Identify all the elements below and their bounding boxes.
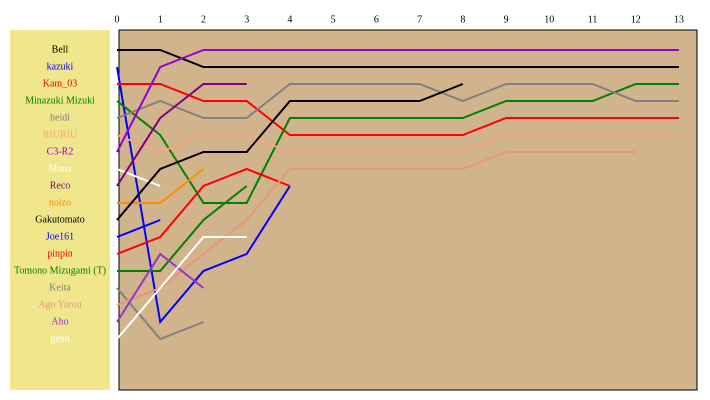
legend-label: pinpin [47,248,73,259]
x-tick-label: 13 [674,14,684,25]
series-line [116,167,291,255]
series-line [116,219,161,238]
legend-label: kazuki [47,61,74,72]
series-line [116,49,679,153]
series-line [116,168,161,187]
series-line [116,83,679,119]
x-tick-label: 9 [504,14,509,25]
legend-label: Aho [51,316,68,327]
legend-label: genn [50,333,69,344]
legend-label: Mona [48,163,72,174]
series-line [117,49,679,68]
x-tick-label: 10 [544,14,554,25]
series-line [117,185,248,272]
legend-label: Gakutomato [35,214,84,225]
legend-label: Bell [52,44,69,55]
legend-label: Keita [49,282,71,293]
x-tick-label: 5 [331,14,336,25]
x-tick-label: 12 [631,14,641,25]
legend-label: Reco [50,180,71,191]
series-line [116,236,247,340]
x-tick-label: 0 [115,14,120,25]
legend-panel [10,30,110,390]
legend-label: C3-R2 [47,146,74,157]
x-tick-label: 8 [460,14,465,25]
x-tick-label: 6 [374,14,379,25]
series-line [116,83,247,187]
x-tick-label: 2 [201,14,206,25]
series-line [116,287,204,341]
x-tick-label: 7 [417,14,422,25]
series-line [116,83,464,221]
legend-label: Minazuki Mizuki [25,95,95,106]
legend-label: Tomono Mizugami (T) [14,265,106,276]
legend-label: Ago Yarou [38,299,81,310]
x-tick-label: 4 [287,14,292,25]
legend-label: Joe161 [46,231,74,242]
x-tick-label: 11 [588,14,598,25]
legend-label: Kam_03 [43,78,77,89]
series-line [116,151,636,306]
legend-label: RIURIU [43,129,78,140]
legend-label: noizo [49,197,71,208]
series-line [116,66,291,325]
series-line [116,83,679,204]
series-line [116,252,205,323]
x-tick-label: 1 [158,14,163,25]
series-line [116,134,679,154]
x-tick-label: 3 [244,14,249,25]
series-line [117,83,679,136]
legend-label: heidi [50,112,70,123]
